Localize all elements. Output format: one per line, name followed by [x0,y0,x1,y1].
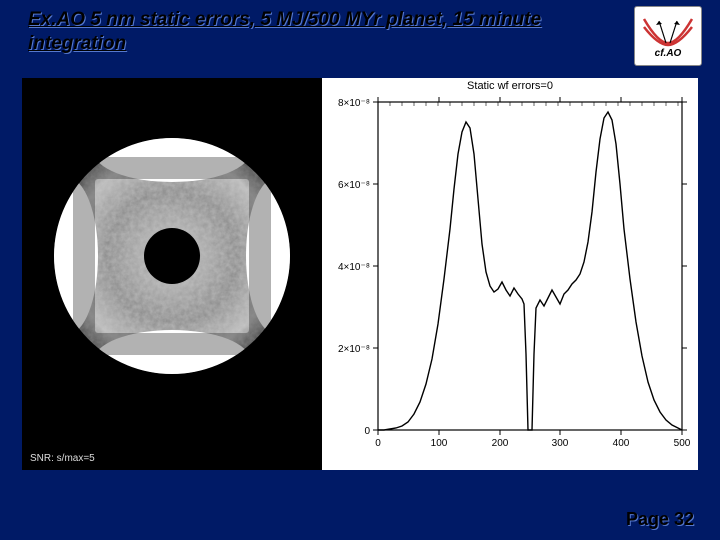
svg-text:0: 0 [375,438,381,449]
svg-text:2×10⁻⁸: 2×10⁻⁸ [338,344,370,355]
psf-profile-plot: 0 2×10⁻⁸ 4×10⁻⁸ 6×10⁻⁸ 8×10⁻⁸ 0 100 200 300 400 50… [322,94,698,470]
svg-text:0: 0 [364,426,370,437]
pupil-image-panel: SNR: s/max=5 [22,78,322,470]
title-bar: Ex.AO 5 nm static errors, 5 MJ/500 MYr p… [28,8,630,56]
svg-text:400: 400 [613,438,630,449]
psf-profile-chart: Static wf errors=0 0 2×10⁻⁸ 4×10⁻⁸ 6×10⁻⁸ 8×… [322,78,698,470]
chart-title: Static wf errors=0 [322,80,698,92]
svg-text:200: 200 [492,438,509,449]
svg-text:300: 300 [552,438,569,449]
page-title: Ex.AO 5 nm static errors, 5 MJ/500 MYr p… [28,8,630,56]
title-line-1: Ex.AO 5 nm static errors, 5 MJ/500 MYr p… [28,9,541,30]
logo-text: cf.AO [655,48,682,59]
svg-text:100: 100 [431,438,448,449]
svg-text:6×10⁻⁸: 6×10⁻⁸ [338,180,370,191]
pupil-aperture-image [44,128,300,384]
svg-text:500: 500 [674,438,691,449]
cfao-logo: cf.AO [634,6,702,66]
svg-text:4×10⁻⁸: 4×10⁻⁸ [338,262,370,273]
snr-label: SNR: s/max=5 [30,453,95,464]
page-number: Page 32 [626,509,694,530]
content-area: SNR: s/max=5 Static wf errors=0 0 2×10⁻⁸ 4… [22,78,698,470]
svg-text:8×10⁻⁸: 8×10⁻⁸ [338,98,370,109]
logo-curves-icon [640,13,696,47]
title-line-2: integration [28,33,126,54]
